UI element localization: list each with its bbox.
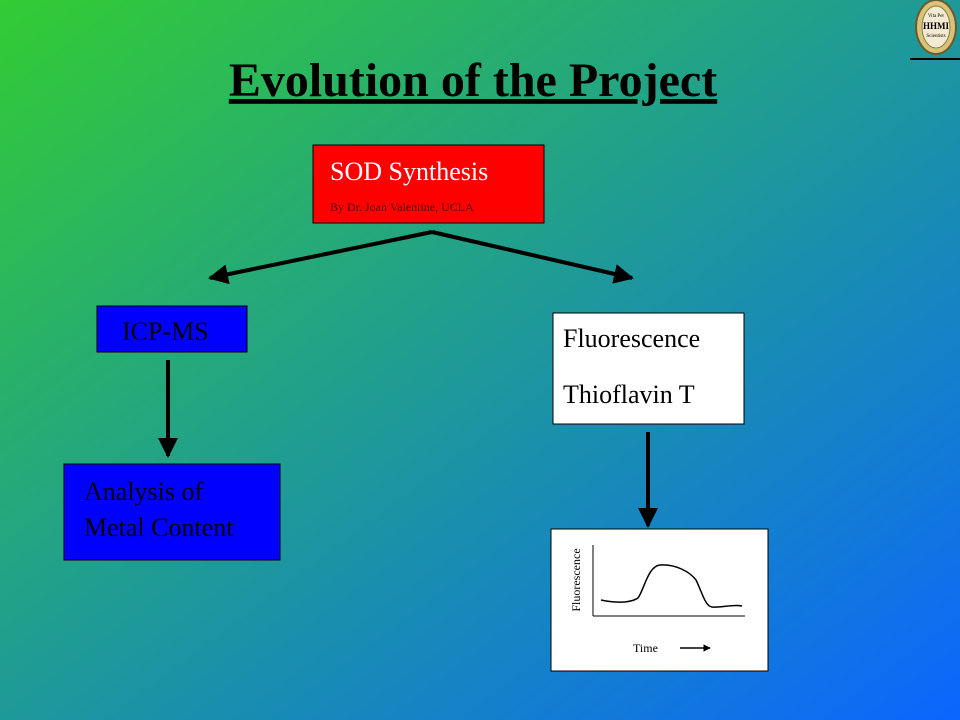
node-label: Thioflavin T: [563, 380, 695, 409]
node-label: SOD Synthesis: [330, 157, 488, 186]
node-box: [550, 528, 769, 672]
node-box: [96, 305, 248, 353]
axis-label: Time: [633, 641, 658, 655]
arrows: [158, 230, 658, 528]
node-label: ICP-MS: [122, 317, 209, 346]
axis-label: Fluorescence: [569, 548, 583, 611]
node-sublabel: By Dr. Joan Valentine, UCLA: [330, 200, 474, 214]
node-label: Analysis of: [84, 477, 204, 506]
node-box: [552, 312, 745, 425]
node-label: Metal Content: [84, 513, 234, 542]
logo: Vita Per HHMI Scientists: [910, 0, 960, 60]
logo-text: Vita Per: [928, 14, 945, 19]
node-box: [312, 144, 545, 224]
mini-chart: [592, 545, 745, 652]
title: Evolution of the Project: [229, 54, 717, 107]
node-label: Fluorescence: [563, 324, 700, 353]
logo-text: Scientists: [926, 34, 945, 39]
logo-text: HHMI: [923, 21, 949, 31]
node-box: [63, 463, 281, 561]
